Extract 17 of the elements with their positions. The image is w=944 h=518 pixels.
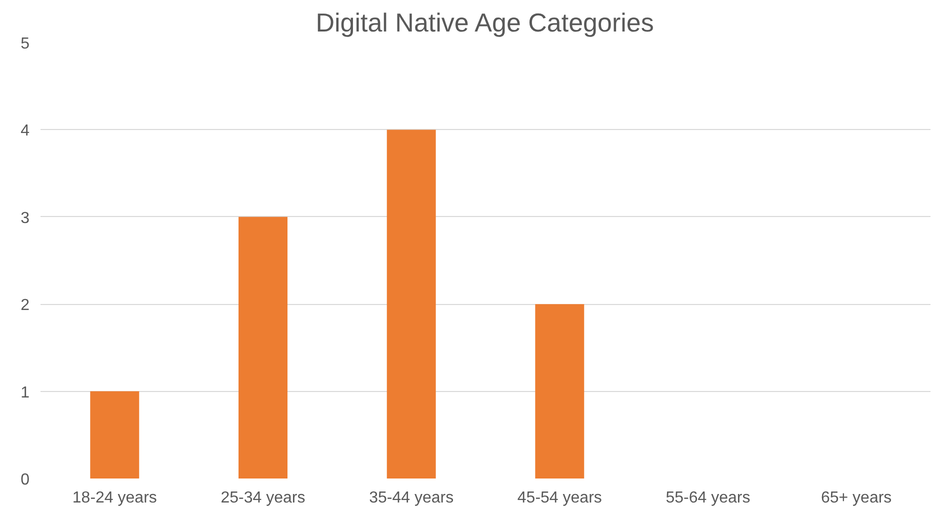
bar xyxy=(386,130,436,478)
y-tick-label: 0 xyxy=(20,472,30,488)
y-tick-label: 1 xyxy=(20,384,30,402)
x-tick-label: 45-54 years xyxy=(517,490,602,506)
y-tick-label: 3 xyxy=(20,210,30,227)
y-tick-label: 2 xyxy=(20,297,30,314)
bar xyxy=(535,304,584,478)
x-tick-label: 18-24 years xyxy=(72,490,157,506)
x-tick-label: 25-34 years xyxy=(220,490,306,506)
x-tick-label: 35-44 years xyxy=(369,490,454,506)
x-tick-label: 55-64 years xyxy=(666,490,750,506)
bar xyxy=(238,216,288,478)
y-tick-label: 4 xyxy=(20,122,30,140)
chart-title: Digital Native Age Categories xyxy=(316,8,654,38)
y-tick-label: 5 xyxy=(20,36,30,52)
x-tick-label: 65+ years xyxy=(820,490,892,506)
bar xyxy=(90,391,140,478)
